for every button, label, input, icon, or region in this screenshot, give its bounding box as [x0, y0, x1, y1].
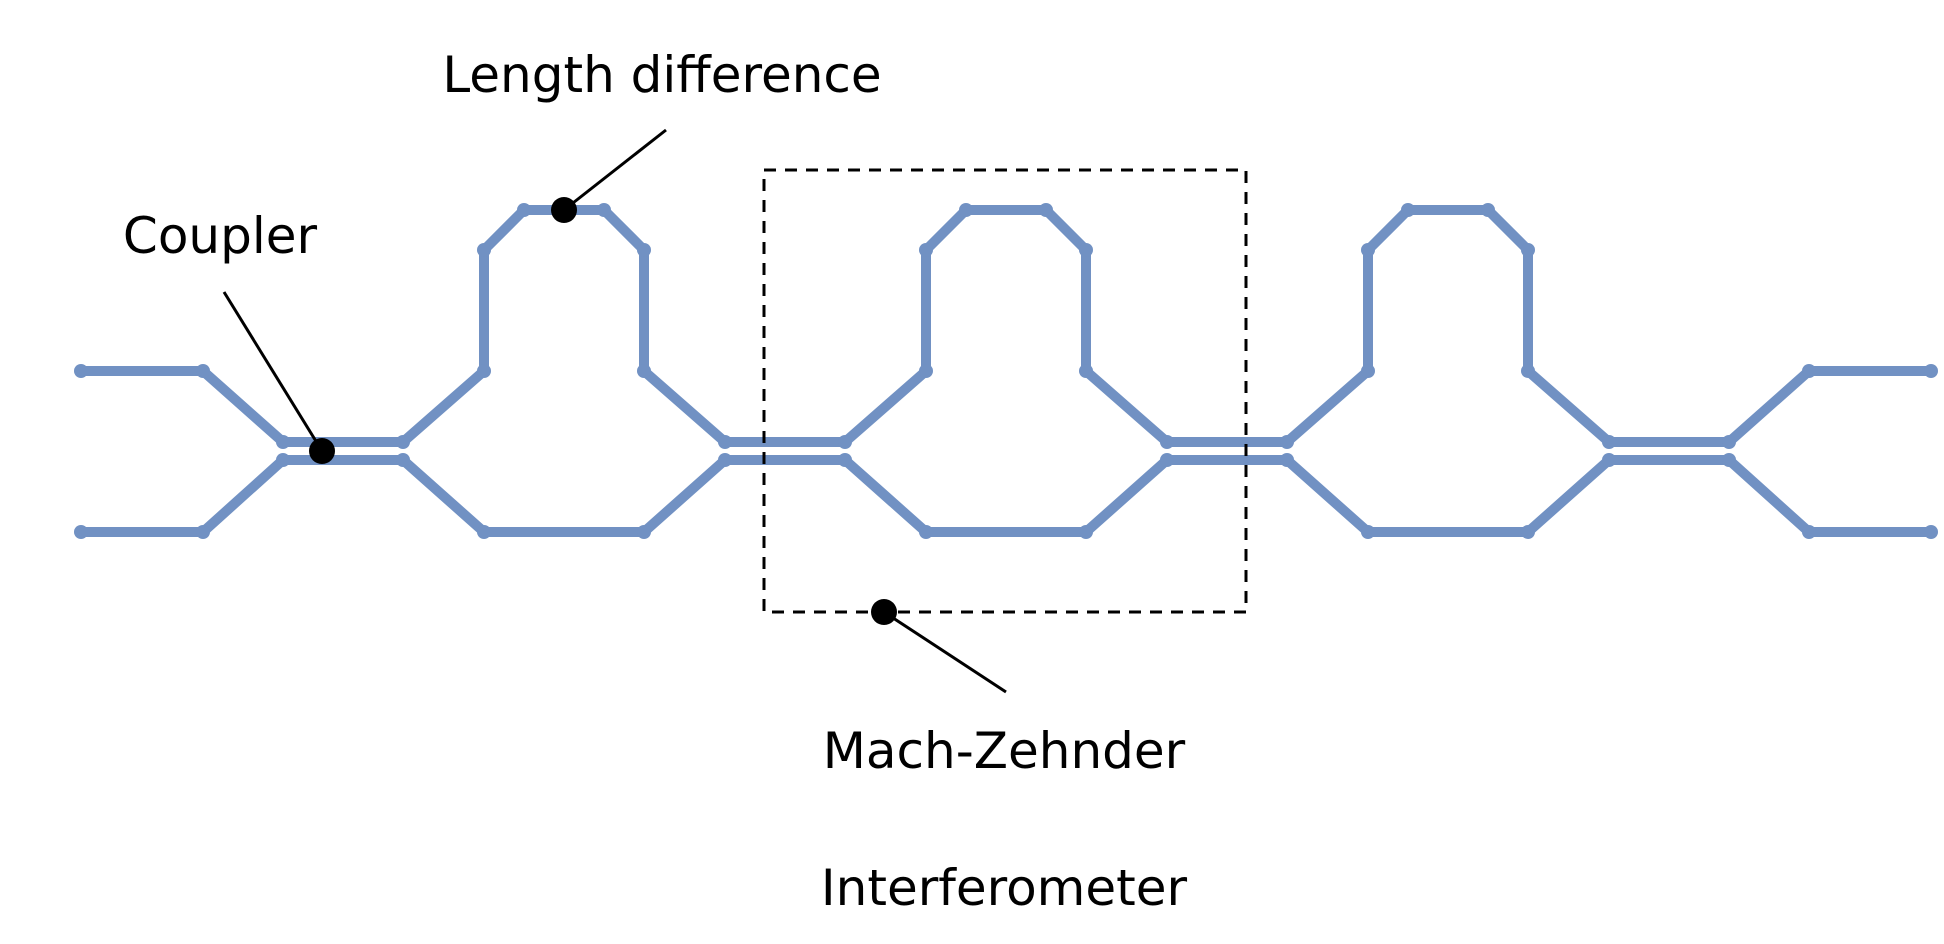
- waveguide-joint: [1361, 525, 1375, 539]
- waveguide-joint: [196, 364, 210, 378]
- waveguide-joint: [637, 364, 651, 378]
- coupler-leader: [222, 291, 324, 452]
- waveguide-joint: [1602, 435, 1616, 449]
- delay-arm-2: [840, 205, 1172, 447]
- waveguide-joint: [1079, 364, 1093, 378]
- waveguide-joint: [1924, 525, 1938, 539]
- waveguide-joint: [597, 203, 611, 217]
- waveguide-joint: [1602, 453, 1616, 467]
- mach-zehnder-leader: [883, 610, 1007, 694]
- waveguide-joint: [637, 243, 651, 257]
- length-difference-label: Length difference: [442, 46, 881, 104]
- waveguide-joint: [1079, 525, 1093, 539]
- waveguide-joint: [196, 525, 210, 539]
- waveguide-joint: [477, 525, 491, 539]
- waveguide-joint: [276, 435, 290, 449]
- length-difference-leader: [563, 128, 667, 212]
- waveguide-joint: [1802, 525, 1816, 539]
- waveguide-joint: [919, 243, 933, 257]
- annotations: [222, 128, 1007, 694]
- waveguide-joint: [517, 203, 531, 217]
- mach-zehnder-label: Mach-Zehnder: [823, 722, 1186, 780]
- waveguide-joint: [1280, 435, 1294, 449]
- output-lead-bottom: [1724, 455, 1936, 537]
- waveguide-joint: [718, 453, 732, 467]
- waveguide-joint: [1481, 203, 1495, 217]
- waveguide-joint: [1079, 243, 1093, 257]
- waveguide-joint: [637, 525, 651, 539]
- waveguide-network: [74, 203, 1938, 539]
- mach-zehnder-box: [762, 168, 1248, 614]
- waveguide-joint: [396, 435, 410, 449]
- waveguide-joint: [919, 364, 933, 378]
- waveguide-joint: [959, 203, 973, 217]
- reference-arm-3: [1282, 455, 1614, 537]
- waveguide-joint: [1039, 203, 1053, 217]
- waveguide-joint: [477, 243, 491, 257]
- reference-arm-2: [840, 455, 1172, 537]
- waveguide-joint: [838, 453, 852, 467]
- waveguide-joint: [1521, 525, 1535, 539]
- waveguide-joint: [74, 364, 88, 378]
- waveguide-joint: [838, 435, 852, 449]
- waveguide-joint: [1722, 435, 1736, 449]
- waveguide-joint: [1361, 364, 1375, 378]
- input-lead-bottom: [76, 455, 288, 537]
- waveguide-joints: [74, 203, 1938, 539]
- waveguide-joint: [1401, 203, 1415, 217]
- coupler-label: Coupler: [123, 207, 318, 265]
- mach-zehnder-marker: [871, 599, 897, 625]
- waveguide-joint: [396, 453, 410, 467]
- waveguide-joint: [1160, 453, 1174, 467]
- delay-arm-3: [1282, 205, 1614, 447]
- waveguide-joint: [1722, 453, 1736, 467]
- coupler-marker: [309, 438, 335, 464]
- waveguide-joint: [718, 435, 732, 449]
- reference-arm-1: [398, 455, 730, 537]
- waveguide-joint: [919, 525, 933, 539]
- waveguide-joint: [1361, 243, 1375, 257]
- waveguide-joint: [1924, 364, 1938, 378]
- waveguide-joint: [1521, 243, 1535, 257]
- input-lead-top: [76, 366, 288, 447]
- waveguide-joint: [1521, 364, 1535, 378]
- waveguide-joint: [1280, 453, 1294, 467]
- waveguide-joint: [276, 453, 290, 467]
- output-lead-top: [1724, 366, 1936, 447]
- length-difference-marker: [551, 197, 577, 223]
- delay-arm-1: [398, 205, 730, 447]
- waveguide-joint: [74, 525, 88, 539]
- waveguide-joint: [1160, 435, 1174, 449]
- waveguide-joint: [477, 364, 491, 378]
- waveguide-joint: [1802, 364, 1816, 378]
- interferometer-label: Interferometer: [821, 859, 1188, 917]
